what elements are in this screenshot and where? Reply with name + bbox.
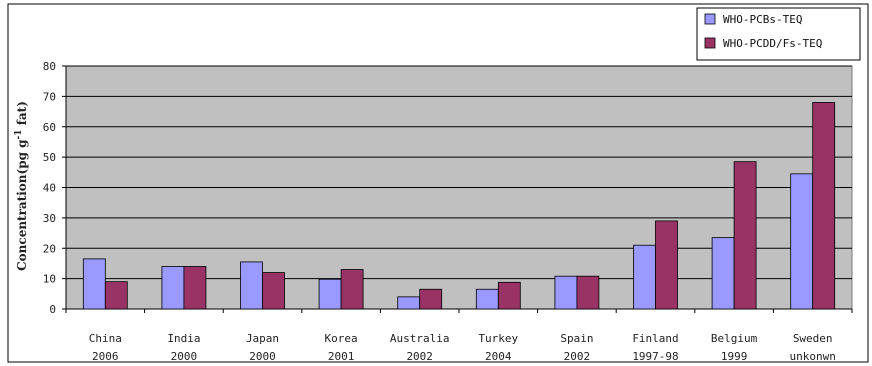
x-category-label: Sweden unkonwn (790, 332, 836, 363)
y-axis-label: Concentration(pg g-1 fat) (14, 101, 29, 271)
bar-pcbs-belgium (711, 237, 735, 310)
x-category-year: 1999 (721, 350, 748, 363)
y-tick-label: 20 (43, 242, 56, 255)
x-category-label: Spain 2002 (560, 332, 593, 363)
svg-text:Concentration(pg g-1 fat): Concentration(pg g-1 fat) (14, 101, 29, 271)
y-axis-label-superscript: -1 (14, 129, 24, 139)
x-category-year: 2006 (92, 350, 119, 363)
y-axis-label-main: Concentration(pg g (15, 139, 29, 271)
bar-pcddfs-turkey (497, 281, 521, 310)
x-category-name: Korea (325, 332, 358, 345)
bar-pcbs-spain (554, 275, 578, 310)
bar-pcbs-sweden (790, 173, 814, 310)
bar-pcddfs-finland (655, 220, 678, 310)
bar-pcbs-australia (397, 296, 421, 310)
x-category-name: Australia (390, 332, 450, 345)
y-tick-label: 40 (43, 182, 56, 195)
bar-pcddfs-korea (340, 269, 364, 310)
y-tick-label: 50 (43, 151, 56, 164)
x-category-name: Belgium (711, 332, 758, 345)
x-category-year: 2000 (171, 350, 198, 363)
y-tick-label: 30 (43, 212, 56, 225)
x-category-name: Turkey (478, 332, 518, 345)
x-category-year: unkonwn (790, 350, 836, 363)
x-category-year: 2004 (485, 350, 512, 363)
x-category-label: Belgium 1999 (711, 332, 758, 363)
y-axis-label-unit: fat) (15, 101, 29, 129)
x-category-label: Korea 2001 (325, 332, 358, 363)
bar-pcbs-finland (633, 244, 656, 310)
x-category-name: Finland (632, 332, 678, 345)
bar-pcbs-india (161, 266, 185, 310)
x-category-name: China (89, 332, 122, 345)
x-category-label: Japan 2000 (246, 332, 279, 363)
x-category-label: Australia 2002 (390, 332, 450, 363)
legend-swatch (704, 13, 716, 25)
bar-pcbs-turkey (475, 288, 499, 310)
bar-pcddfs-spain (576, 275, 600, 310)
bar-pcbs-china (82, 258, 106, 310)
x-category-label: Finland 1997-98 (632, 332, 678, 363)
x-category-year: 2001 (328, 350, 355, 363)
y-tick-label: 60 (43, 121, 56, 134)
y-tick-label: 0 (49, 303, 56, 316)
x-category-year: 2000 (249, 350, 276, 363)
bar-pcbs-korea (318, 278, 342, 310)
bar-pcbs-japan (240, 261, 263, 310)
legend-box (696, 7, 861, 61)
bar-pcddfs-japan (262, 272, 285, 310)
bar-pcddfs-australia (419, 288, 443, 310)
bar-pcddfs-sweden (812, 102, 836, 310)
x-category-year: 1997-98 (632, 350, 678, 363)
legend-swatch (704, 37, 716, 49)
legend-label: WHO-PCDD/Fs-TEQ (723, 37, 822, 50)
x-category-year: 2002 (564, 350, 591, 363)
legend: WHO-PCBs-TEQ WHO-PCDD/Fs-TEQ (696, 7, 861, 61)
bar-pcddfs-india (183, 266, 207, 310)
x-category-name: Japan (246, 332, 279, 345)
x-category-label: China 2006 (89, 332, 122, 363)
x-category-name: Spain (560, 332, 593, 345)
x-category-label: India 2000 (167, 332, 200, 363)
x-category-label: Turkey 2004 (478, 332, 518, 363)
bar-pcddfs-belgium (733, 161, 757, 310)
y-tick-label: 10 (43, 273, 56, 286)
x-category-name: India (167, 332, 200, 345)
x-category-year: 2002 (406, 350, 433, 363)
bar-pcddfs-china (104, 281, 128, 310)
y-tick-label: 80 (43, 60, 56, 73)
x-category-name: Sweden (793, 332, 833, 345)
legend-label: WHO-PCBs-TEQ (723, 13, 802, 26)
y-tick-label: 70 (43, 90, 56, 103)
